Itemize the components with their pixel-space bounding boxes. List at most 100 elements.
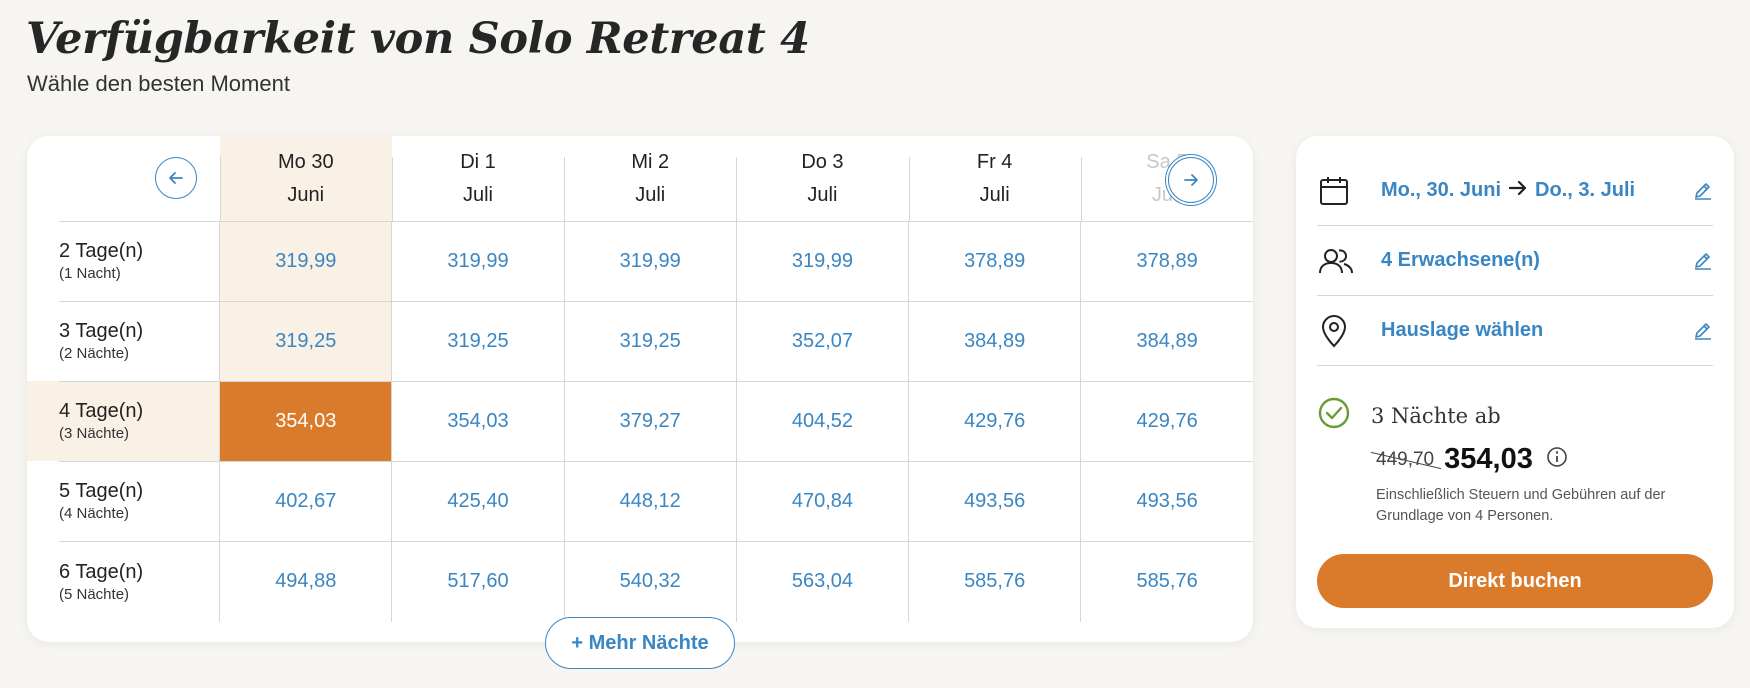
price-cell[interactable]: 319,25 bbox=[391, 300, 565, 381]
date-column-header[interactable]: Do 3 Juli bbox=[736, 136, 908, 221]
price-cell[interactable]: 470,84 bbox=[735, 460, 909, 541]
price-note: Einschließlich Steuern und Gebühren auf … bbox=[1376, 487, 1666, 524]
stay-length-label: 5 Tage(n) (4 Nächte) bbox=[59, 460, 220, 541]
date-to: Do., 3. Juli bbox=[1535, 179, 1636, 201]
guests-row[interactable]: 4 Erwachsene(n) bbox=[1317, 226, 1713, 296]
stay-length-row: 3 Tage(n) (2 Nächte) 319,25 319,25 319,2… bbox=[59, 300, 1253, 381]
stay-nights: (4 Nächte) bbox=[59, 505, 130, 522]
date-column-header[interactable]: Di 1 Juli bbox=[391, 136, 564, 221]
price-cell[interactable]: 493,56 bbox=[1080, 460, 1253, 541]
stay-length-row: 4 Tage(n) (3 Nächte) 354,03 354,03 379,2… bbox=[59, 380, 1253, 461]
date-range-row[interactable]: Mo., 30. Juni Do., 3. Juli bbox=[1317, 156, 1713, 226]
date-column-header[interactable]: Mi 2 Juli bbox=[564, 136, 736, 221]
date-from: Mo., 30. Juni bbox=[1381, 179, 1502, 201]
availability-calendar: Mo 30 Juni Di 1 Juli Mi 2 Juli Do 3 Juli… bbox=[27, 136, 1253, 642]
current-price: 354,03 bbox=[1444, 443, 1533, 475]
price-cell[interactable]: 448,12 bbox=[563, 460, 737, 541]
info-icon[interactable] bbox=[1546, 446, 1568, 473]
pencil-icon[interactable] bbox=[1693, 250, 1713, 275]
price-cell[interactable]: 379,27 bbox=[563, 380, 737, 461]
stay-length-row: 2 Tage(n) (1 Nacht) 319,99 319,99 319,99… bbox=[59, 220, 1253, 301]
previous-dates-button[interactable] bbox=[155, 157, 197, 199]
nights-label: 3 Nächte ab bbox=[1371, 403, 1501, 428]
more-nights-button[interactable]: + Mehr Nächte bbox=[545, 617, 735, 669]
map-pin-icon bbox=[1318, 313, 1354, 349]
price-cell[interactable]: 540,32 bbox=[563, 540, 737, 622]
arrow-right-icon bbox=[1184, 174, 1198, 186]
date-day: Di 1 bbox=[460, 151, 496, 173]
price-cell[interactable]: 319,99 bbox=[391, 220, 565, 301]
stay-length-label: 6 Tage(n) (5 Nächte) bbox=[59, 540, 220, 622]
stay-days: 6 Tage(n) bbox=[59, 560, 144, 583]
price-cell[interactable]: 585,76 bbox=[908, 540, 1081, 622]
price-cell[interactable]: 517,60 bbox=[391, 540, 565, 622]
price-cell-selected[interactable]: 354,03 bbox=[219, 380, 392, 461]
date-month: Juli bbox=[635, 184, 666, 206]
price-cell[interactable]: 494,88 bbox=[219, 540, 392, 622]
date-month: Juli bbox=[1151, 184, 1182, 206]
date-day: Mi 2 bbox=[631, 151, 670, 173]
price-cell[interactable]: 378,89 bbox=[908, 220, 1081, 301]
stay-length-row: 5 Tage(n) (4 Nächte) 402,67 425,40 448,1… bbox=[59, 460, 1253, 541]
price-cell[interactable]: 319,25 bbox=[563, 300, 737, 381]
location-row[interactable]: Hauslage wählen bbox=[1317, 296, 1713, 366]
stay-nights: (2 Nächte) bbox=[59, 345, 130, 362]
date-column-header[interactable]: Fr 4 Juli bbox=[908, 136, 1081, 221]
price-cell[interactable]: 319,25 bbox=[219, 300, 392, 381]
stay-days: 2 Tage(n) bbox=[59, 240, 144, 262]
price-cell[interactable]: 384,89 bbox=[908, 300, 1081, 381]
next-dates-button[interactable] bbox=[1168, 157, 1214, 203]
page-subtitle: Wähle den besten Moment bbox=[27, 71, 290, 96]
arrow-left-icon bbox=[169, 172, 183, 184]
stay-nights: (3 Nächte) bbox=[59, 425, 130, 442]
stay-length-label: 3 Tage(n) (2 Nächte) bbox=[59, 300, 220, 381]
date-month: Juli bbox=[462, 184, 493, 206]
price-cell[interactable]: 352,07 bbox=[735, 300, 909, 381]
price-cell[interactable]: 563,04 bbox=[735, 540, 909, 622]
price-cell[interactable]: 493,56 bbox=[908, 460, 1081, 541]
price-cell[interactable]: 378,89 bbox=[1080, 220, 1253, 301]
date-day: Mo 30 bbox=[277, 151, 334, 173]
book-now-button[interactable]: Direkt buchen bbox=[1317, 554, 1713, 608]
price-cell[interactable]: 429,76 bbox=[908, 380, 1081, 461]
price-cell[interactable]: 319,99 bbox=[219, 220, 392, 301]
stay-days: 4 Tage(n) bbox=[59, 400, 144, 422]
price-table: Mo 30 Juni Di 1 Juli Mi 2 Juli Do 3 Juli… bbox=[59, 136, 1253, 622]
date-day: Fr 4 bbox=[976, 151, 1013, 173]
stay-nights: (5 Nächte) bbox=[59, 585, 130, 603]
check-circle-icon bbox=[1317, 396, 1351, 435]
pencil-icon[interactable] bbox=[1693, 180, 1713, 205]
price-cell[interactable]: 319,99 bbox=[735, 220, 909, 301]
price-cell[interactable]: 404,52 bbox=[735, 380, 909, 461]
location-label: Hauslage wählen bbox=[1381, 319, 1544, 341]
price-cell[interactable]: 402,67 bbox=[219, 460, 392, 541]
date-month: Juli bbox=[979, 184, 1010, 206]
stay-length-label: 2 Tage(n) (1 Nacht) bbox=[59, 220, 220, 301]
date-month: Juni bbox=[287, 184, 325, 206]
date-column-header[interactable]: Sa 5 Juli bbox=[1080, 136, 1253, 221]
stay-length-row: 6 Tage(n) (5 Nächte) 494,88 517,60 540,3… bbox=[59, 540, 1253, 622]
date-day: Sa 5 bbox=[1146, 151, 1188, 173]
date-column-header[interactable]: Mo 30 Juni bbox=[219, 136, 392, 221]
price-cell[interactable]: 354,03 bbox=[391, 380, 565, 461]
date-header-row: Mo 30 Juni Di 1 Juli Mi 2 Juli Do 3 Juli… bbox=[59, 136, 1253, 221]
date-month: Juli bbox=[807, 184, 838, 206]
booking-summary: Mo., 30. Juni Do., 3. Juli 4 Erwachsene(… bbox=[1296, 136, 1734, 628]
users-icon bbox=[1318, 243, 1354, 279]
price-cell[interactable]: 319,99 bbox=[563, 220, 737, 301]
calendar-icon bbox=[1318, 173, 1354, 209]
date-day: Do 3 bbox=[801, 151, 844, 173]
arrow-right-icon bbox=[1508, 179, 1527, 202]
page-title: Verfügbarkeit von Solo Retreat 4 bbox=[26, 14, 810, 64]
stay-days: 3 Tage(n) bbox=[59, 320, 144, 342]
stay-nights: (1 Nacht) bbox=[59, 265, 121, 282]
price-cell[interactable]: 429,76 bbox=[1080, 380, 1253, 461]
old-price: 449,70 bbox=[1376, 448, 1435, 470]
stay-days: 5 Tage(n) bbox=[59, 480, 144, 502]
guests-label: 4 Erwachsene(n) bbox=[1381, 249, 1540, 271]
pencil-icon[interactable] bbox=[1693, 320, 1713, 345]
price-summary: 3 Nächte ab 449,70 354,03 Einschließlich… bbox=[1317, 396, 1713, 527]
price-cell[interactable]: 585,76 bbox=[1080, 540, 1253, 622]
price-cell[interactable]: 425,40 bbox=[391, 460, 565, 541]
price-cell[interactable]: 384,89 bbox=[1080, 300, 1253, 381]
